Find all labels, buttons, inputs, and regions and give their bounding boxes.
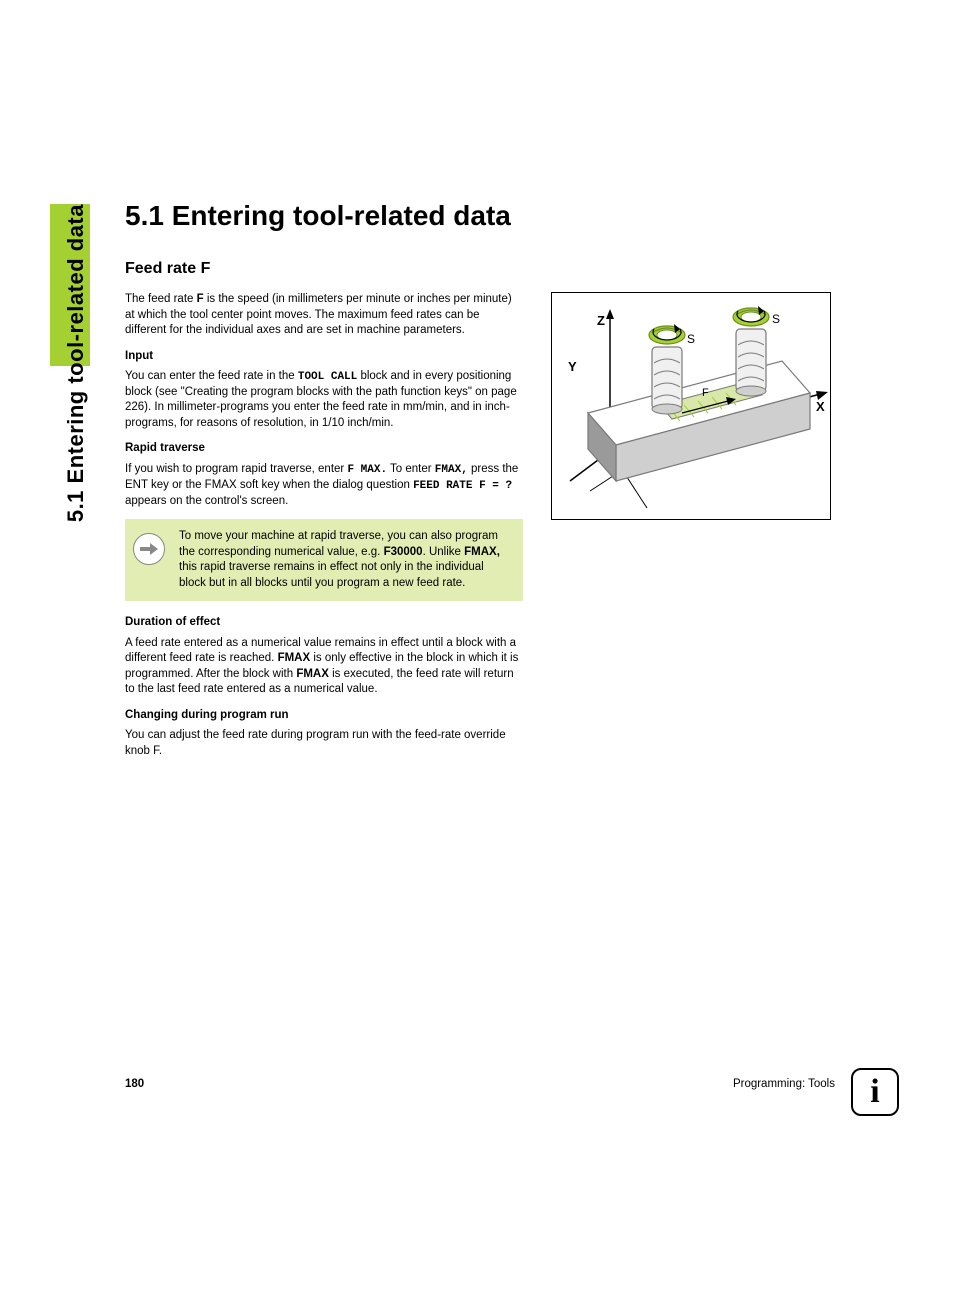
subhead-input: Input <box>125 349 523 365</box>
page-heading: 5.1 Entering tool-related data <box>125 200 845 232</box>
section-heading: Feed rate F <box>125 260 845 278</box>
rapid-paragraph: If you wish to program rapid traverse, e… <box>125 462 523 509</box>
spindle-s2-label: S <box>772 312 780 326</box>
info-icon: i <box>851 1068 899 1116</box>
page-number: 180 <box>125 1078 144 1090</box>
arrow-right-icon <box>133 533 165 565</box>
feed-f-label: F <box>702 387 709 399</box>
figure-feed-rate: Z Y X S S F <box>551 292 831 520</box>
text-column: The feed rate F is the speed (in millime… <box>125 292 523 769</box>
spindle-s1-label: S <box>687 332 695 346</box>
chapter-name: Programming: Tools <box>733 1078 835 1090</box>
subhead-change: Changing during program run <box>125 708 523 724</box>
input-paragraph: You can enter the feed rate in the TOOL … <box>125 369 523 431</box>
change-paragraph: You can adjust the feed rate during prog… <box>125 728 523 759</box>
axis-y-label: Y <box>568 359 577 374</box>
duration-paragraph: A feed rate entered as a numerical value… <box>125 636 523 698</box>
page-footer: 180 Programming: Tools <box>125 1078 835 1090</box>
subhead-rapid: Rapid traverse <box>125 441 523 457</box>
note-box: To move your machine at rapid traverse, … <box>125 519 523 601</box>
subhead-duration: Duration of effect <box>125 615 523 631</box>
axis-z-label: Z <box>597 313 605 328</box>
intro-paragraph: The feed rate F is the speed (in millime… <box>125 292 523 339</box>
axis-x-label: X <box>816 399 825 414</box>
note-text: To move your machine at rapid traverse, … <box>179 529 511 591</box>
sidebar-title: 5.1 Entering tool-related data <box>63 204 89 522</box>
